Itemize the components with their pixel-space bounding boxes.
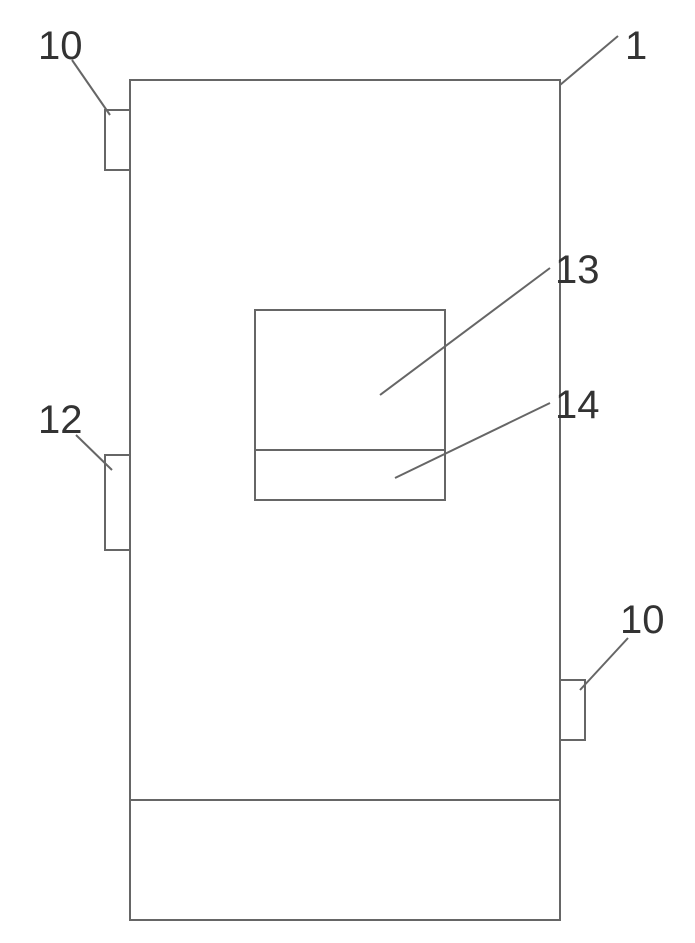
diagram-svg: [0, 0, 695, 943]
label-13-leader-line: [380, 268, 550, 395]
label-10-top: 10: [38, 26, 83, 66]
label-13: 13: [555, 250, 600, 290]
tab-mid-left-rect: [105, 455, 130, 550]
label-12: 12: [38, 400, 83, 440]
label-1: 1: [625, 26, 647, 66]
inner-panel-rect: [255, 310, 445, 500]
label-10-bottom-leader-line: [580, 638, 628, 690]
label-14: 14: [555, 385, 600, 425]
label-1-leader-line: [560, 36, 618, 85]
label-10-top-leader-line: [72, 60, 110, 115]
label-10-bottom: 10: [620, 600, 665, 640]
label-14-leader-line: [395, 403, 550, 478]
tab-top-left-rect: [105, 110, 130, 170]
diagram-stage: 1 10 12 13 14 10: [0, 0, 695, 943]
